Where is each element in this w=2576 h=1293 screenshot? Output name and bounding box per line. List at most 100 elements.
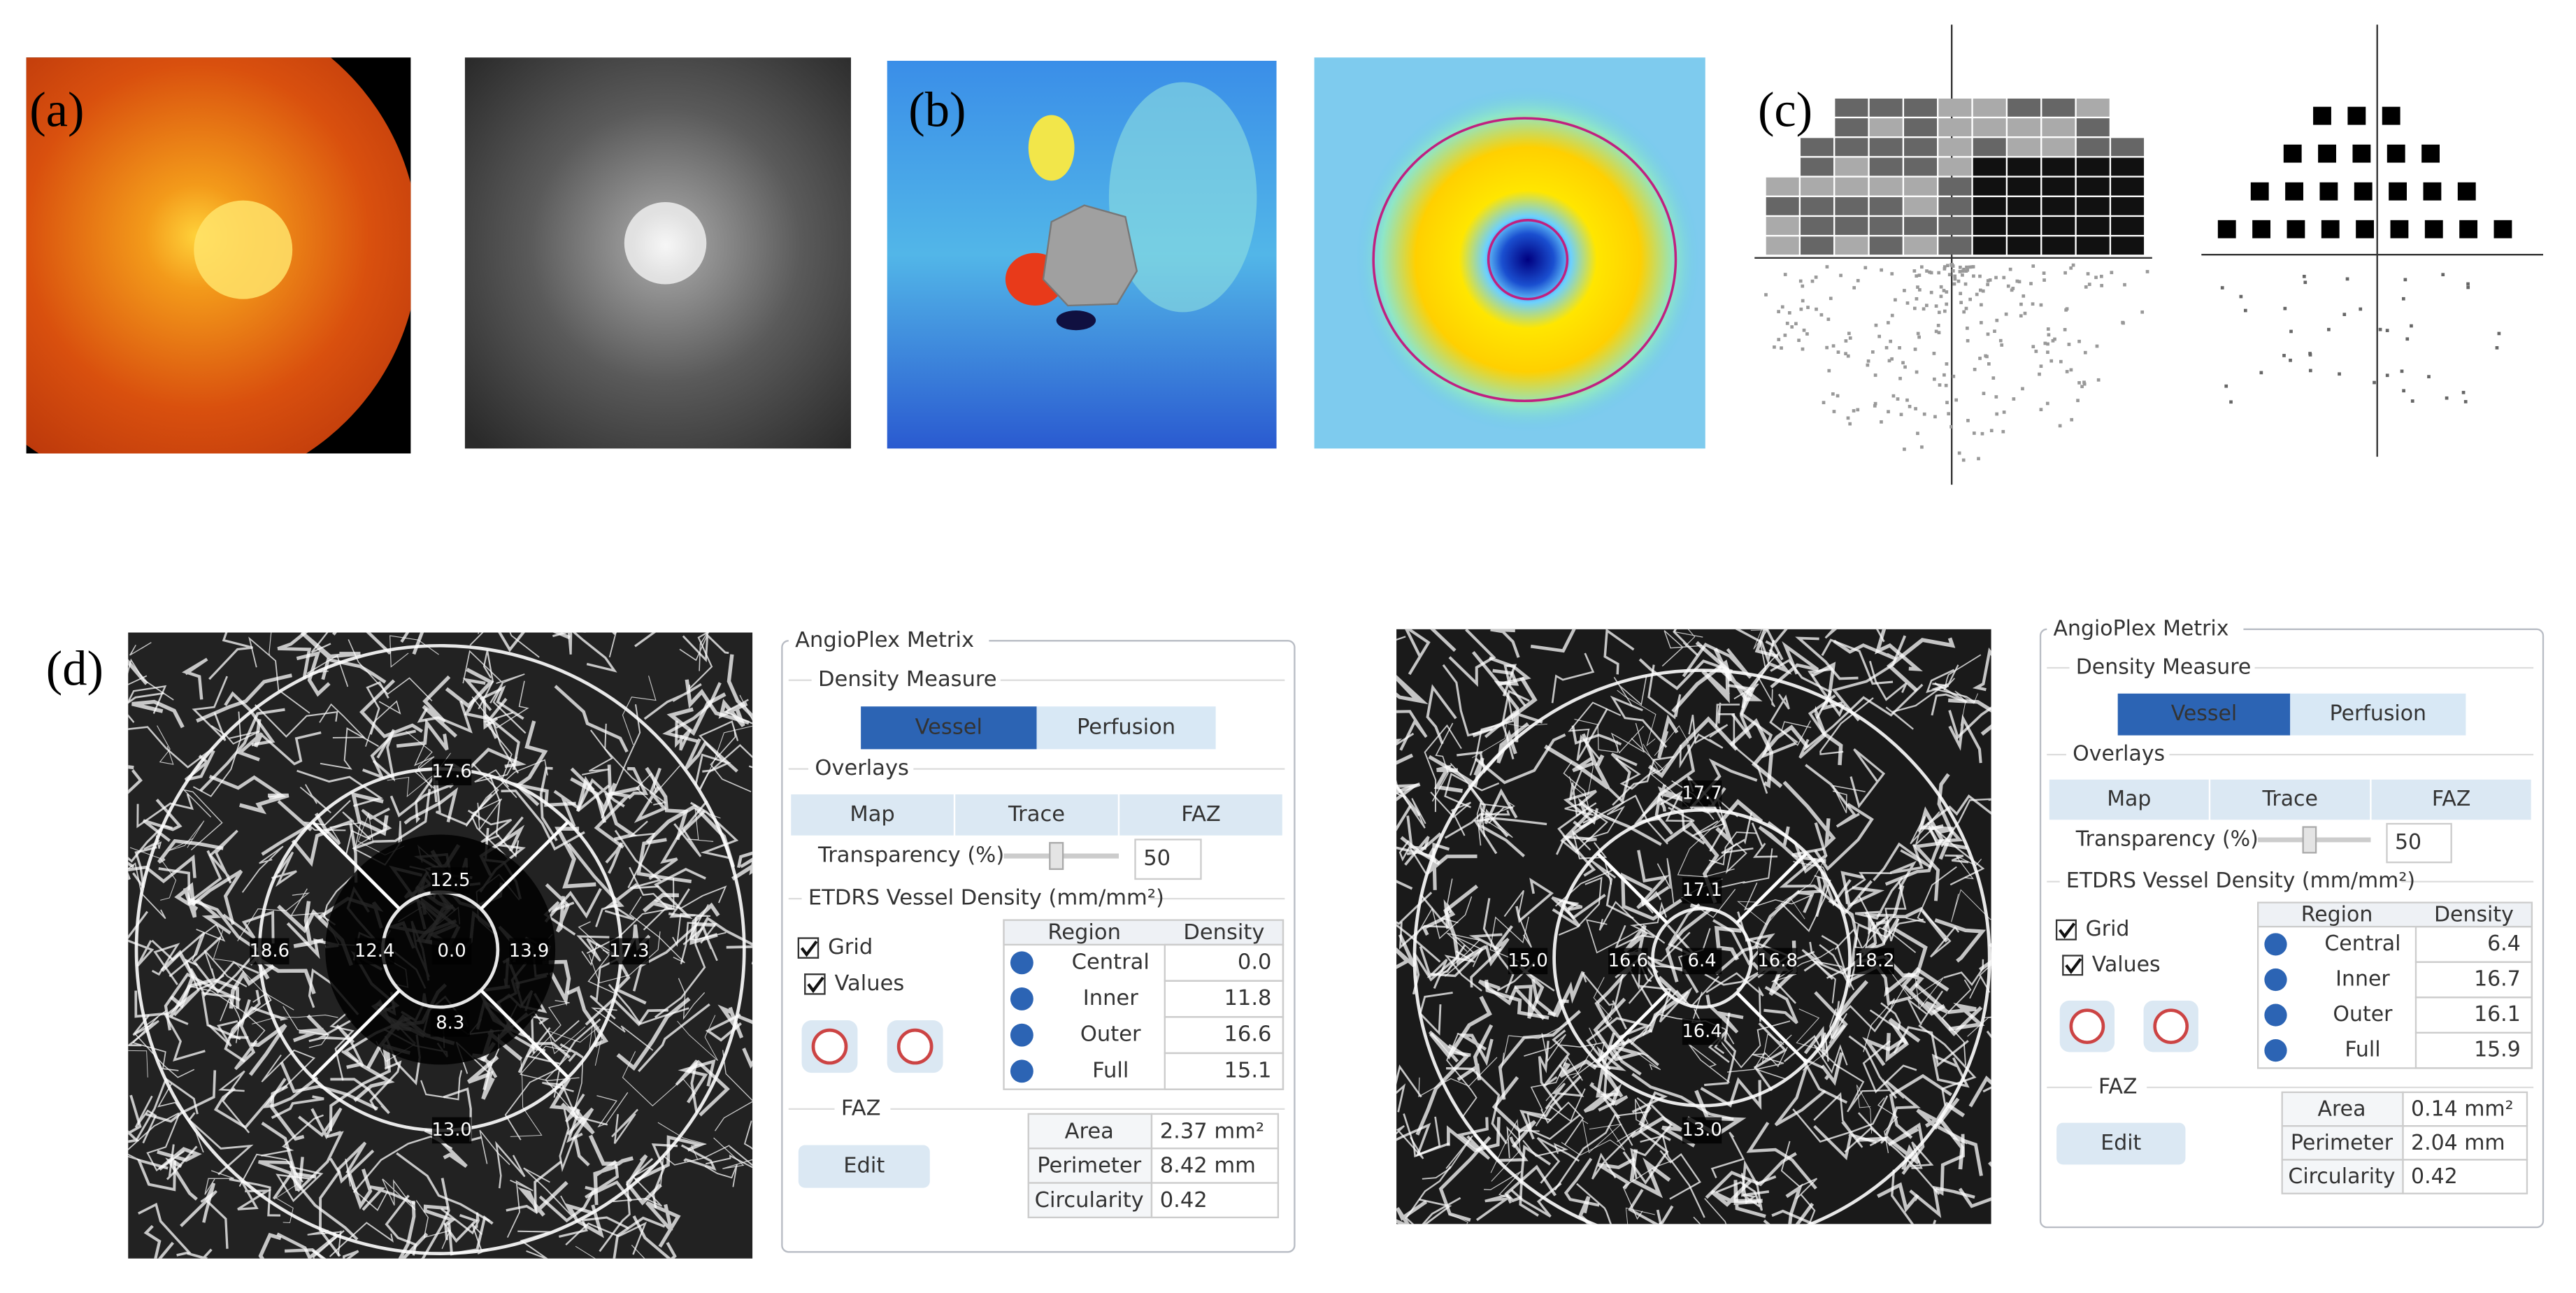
vessel — [1596, 1065, 1624, 1098]
vessel — [731, 858, 753, 881]
vessel — [1873, 842, 1933, 882]
vf-dot — [2006, 284, 2010, 288]
toggle-button[interactable] — [2290, 693, 2466, 736]
vf-cell — [2008, 98, 2041, 117]
vessel — [1647, 664, 1682, 720]
vessel — [1443, 884, 1487, 966]
vf-dot — [1936, 324, 1940, 327]
toggle-button[interactable] — [861, 706, 1037, 750]
faz-cell — [1150, 1113, 1280, 1150]
vf-dot — [1972, 274, 1975, 278]
toggle-button[interactable] — [1036, 706, 1216, 750]
vf-dot — [2243, 308, 2247, 313]
label: Density Measure — [2076, 655, 2252, 680]
vf-cell — [1973, 197, 2006, 215]
vf-square — [2318, 144, 2336, 163]
vessel — [588, 1134, 634, 1166]
label: FAZ — [2098, 1075, 2137, 1099]
vessel — [1856, 1136, 1920, 1171]
region-icon — [2264, 933, 2287, 956]
vessel — [1813, 1124, 1877, 1161]
overlay-button[interactable] — [1117, 792, 1285, 838]
vf-dot — [1873, 404, 1877, 408]
region-icon — [1010, 1059, 1033, 1083]
vf-dot — [2083, 350, 2087, 355]
vf-dot — [1988, 278, 1992, 282]
vf-dot — [2123, 283, 2126, 287]
label: 50 — [2395, 830, 2421, 855]
vessel — [1468, 784, 1525, 857]
gcl-map — [1314, 57, 1705, 449]
panel-label: (b) — [908, 83, 966, 138]
vessel — [224, 691, 276, 747]
overlay-button[interactable] — [2208, 778, 2372, 822]
vessel — [1477, 979, 1545, 1020]
vf-dot — [1920, 265, 1924, 269]
vf-dot — [1982, 392, 1986, 395]
etdrs-ring — [1552, 808, 1852, 1108]
vessel — [1617, 690, 1656, 747]
label: Full — [1092, 1058, 1129, 1083]
vessel — [1554, 861, 1613, 907]
vessel — [638, 1003, 710, 1073]
etdrs-spoke — [311, 989, 401, 1079]
vessel — [385, 1194, 417, 1256]
vessel — [138, 1202, 192, 1257]
vessel — [552, 632, 571, 640]
vf-cell — [1835, 138, 1868, 157]
vf-dot — [1783, 334, 1787, 337]
toggle-button[interactable] — [2117, 693, 2291, 736]
edit-button[interactable] — [798, 1145, 930, 1188]
vf-dot — [2427, 375, 2431, 378]
value-bg — [1682, 948, 1722, 975]
vf-dot — [1890, 272, 1894, 276]
vessel — [566, 985, 609, 1048]
edit-button[interactable] — [2056, 1122, 2186, 1165]
vessel — [1972, 647, 1991, 692]
label: 16.7 — [2474, 967, 2521, 992]
vf-cell — [1766, 197, 1799, 215]
vessel — [420, 1070, 463, 1101]
vessel — [545, 883, 571, 933]
vf-dot — [2067, 343, 2071, 346]
label: 50 — [1143, 846, 1171, 871]
vessel — [128, 685, 167, 723]
rule-gap — [2066, 741, 2170, 768]
vessel — [582, 632, 586, 633]
overlay-button[interactable] — [2370, 778, 2533, 822]
vessel — [1705, 972, 1764, 1022]
overlay-button[interactable] — [953, 792, 1120, 838]
vf-dot — [1802, 328, 1806, 332]
vessel — [1677, 818, 1735, 878]
panel-label: (a) — [29, 83, 84, 138]
vessel — [1740, 1173, 1761, 1208]
overlay-button[interactable] — [789, 792, 956, 838]
label: Transparency (%) — [817, 843, 1004, 868]
vessel — [1637, 1052, 1661, 1071]
overlay-button[interactable] — [2047, 778, 2211, 822]
vessel — [189, 985, 266, 1044]
vessel — [136, 1158, 177, 1192]
value-bg — [430, 1010, 470, 1037]
vf-dot — [1899, 413, 1903, 417]
vessel — [608, 632, 617, 658]
vf-dot — [1799, 307, 1803, 311]
vessel — [645, 766, 689, 841]
vf-cell — [2042, 138, 2075, 157]
vessel — [1404, 815, 1430, 866]
vessel — [645, 1201, 681, 1248]
label: 0.14 mm² — [2411, 1097, 2514, 1122]
label: Central — [1072, 950, 1150, 974]
vf-dot — [2095, 344, 2099, 348]
vf-dot — [1856, 408, 1860, 412]
label: Perimeter — [1037, 1154, 1141, 1178]
vf-dot — [2010, 288, 2014, 292]
vf-dot — [2042, 271, 2046, 275]
vf-cell — [2008, 217, 2041, 235]
vf-dot — [1901, 361, 1905, 365]
vessel — [1931, 664, 1976, 703]
vessel — [1862, 1040, 1917, 1094]
vf-dot — [1950, 262, 1954, 266]
label: Perfusion — [2330, 701, 2426, 726]
vf-dot — [1959, 265, 1962, 269]
